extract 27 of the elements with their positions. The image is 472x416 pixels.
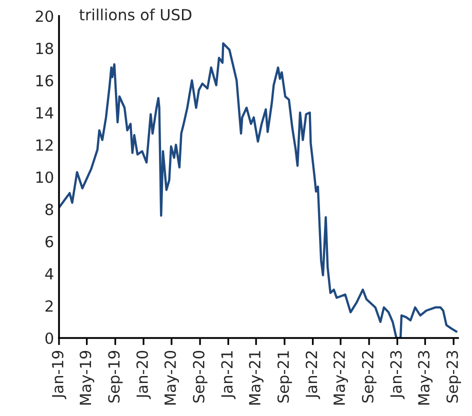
y-tick-label: 6 [45, 236, 54, 248]
x-tick-label: May-23 [418, 351, 433, 405]
y-tick-label: 10 [36, 171, 54, 184]
x-tick-label: Sep-22 [362, 351, 376, 403]
x-tick-label: May-22 [333, 351, 348, 405]
y-tick-label: 2 [46, 300, 53, 312]
x-tick-label: May-21 [248, 351, 264, 405]
annotation: trillions of USD [79, 8, 192, 20]
y-tick-label: 14 [36, 107, 54, 118]
y-tick-label: 20 [36, 10, 54, 22]
x-tick-label: Jan-22 [306, 351, 320, 400]
x-tick-label: May-19 [80, 350, 94, 405]
x-tick-label: Jan-19 [52, 350, 66, 400]
x-tick-label: Sep-20 [192, 350, 208, 403]
x-tick-label: Sep-23 [446, 351, 461, 403]
y-tick-label: 0 [45, 332, 54, 344]
y-tick-label: 4 [45, 268, 54, 280]
x-tick-label: Jan-20 [136, 350, 151, 400]
y-tick-label: 16 [36, 74, 54, 86]
y-tick-label: 18 [36, 42, 54, 54]
x-tick-label: May-20 [164, 350, 179, 405]
y-tick-label: 12 [36, 139, 53, 151]
x-tick-label: Jan-23 [390, 351, 405, 400]
x-tick-label: Sep-21 [277, 351, 292, 403]
x-tick-label: Jan-21 [221, 351, 236, 400]
y-tick-label: 8 [45, 204, 54, 216]
x-tick-label: Sep-19 [108, 350, 123, 403]
